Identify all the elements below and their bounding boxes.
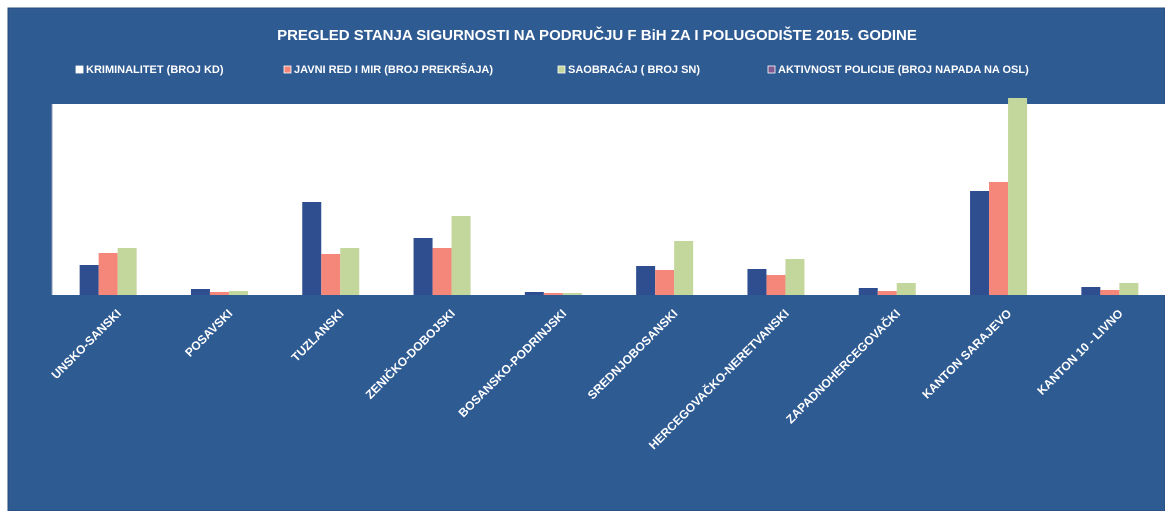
bar: [209, 292, 229, 295]
bar: [543, 293, 563, 295]
bar: [79, 265, 99, 295]
bar: [747, 269, 767, 295]
legend-label: KRIMINALITET (BROJ KD): [86, 64, 224, 76]
bar: [98, 253, 118, 295]
bar: [1081, 287, 1101, 295]
bar: [432, 248, 452, 295]
bar: [321, 254, 341, 295]
bar: [674, 241, 694, 295]
bar: [655, 270, 675, 295]
bar: [896, 283, 916, 295]
legend-label: AKTIVNOST POLICIJE (BROJ NAPADA NA OSL): [778, 64, 1029, 76]
bar: [970, 191, 990, 295]
bar: [858, 288, 878, 295]
bar: [228, 291, 248, 295]
legend-label: JAVNI RED I MIR (BROJ PREKRŠAJA): [294, 63, 493, 76]
bar: [1100, 290, 1120, 295]
legend-label: SAOBRAĆAJ ( BROJ SN): [568, 63, 700, 76]
bar: [989, 182, 1009, 295]
chart-title: PREGLED STANJA SIGURNOSTI NA PODRUČJU F …: [277, 26, 917, 44]
legend-swatch: [75, 65, 84, 74]
bar: [785, 259, 805, 295]
bar: [636, 266, 656, 295]
bar: [1119, 283, 1139, 295]
bar: [451, 216, 471, 295]
legend-swatch: [767, 65, 776, 74]
bar: [190, 289, 210, 295]
bar: [562, 293, 582, 295]
bar: [117, 248, 137, 295]
bar: [766, 275, 786, 295]
bar: [413, 238, 433, 295]
bar: [524, 292, 544, 295]
bar: [877, 291, 897, 295]
legend-swatch: [557, 65, 566, 74]
legend-swatch: [283, 65, 292, 74]
bar: [302, 202, 322, 295]
bar: [340, 248, 360, 295]
bar: [1008, 98, 1028, 295]
